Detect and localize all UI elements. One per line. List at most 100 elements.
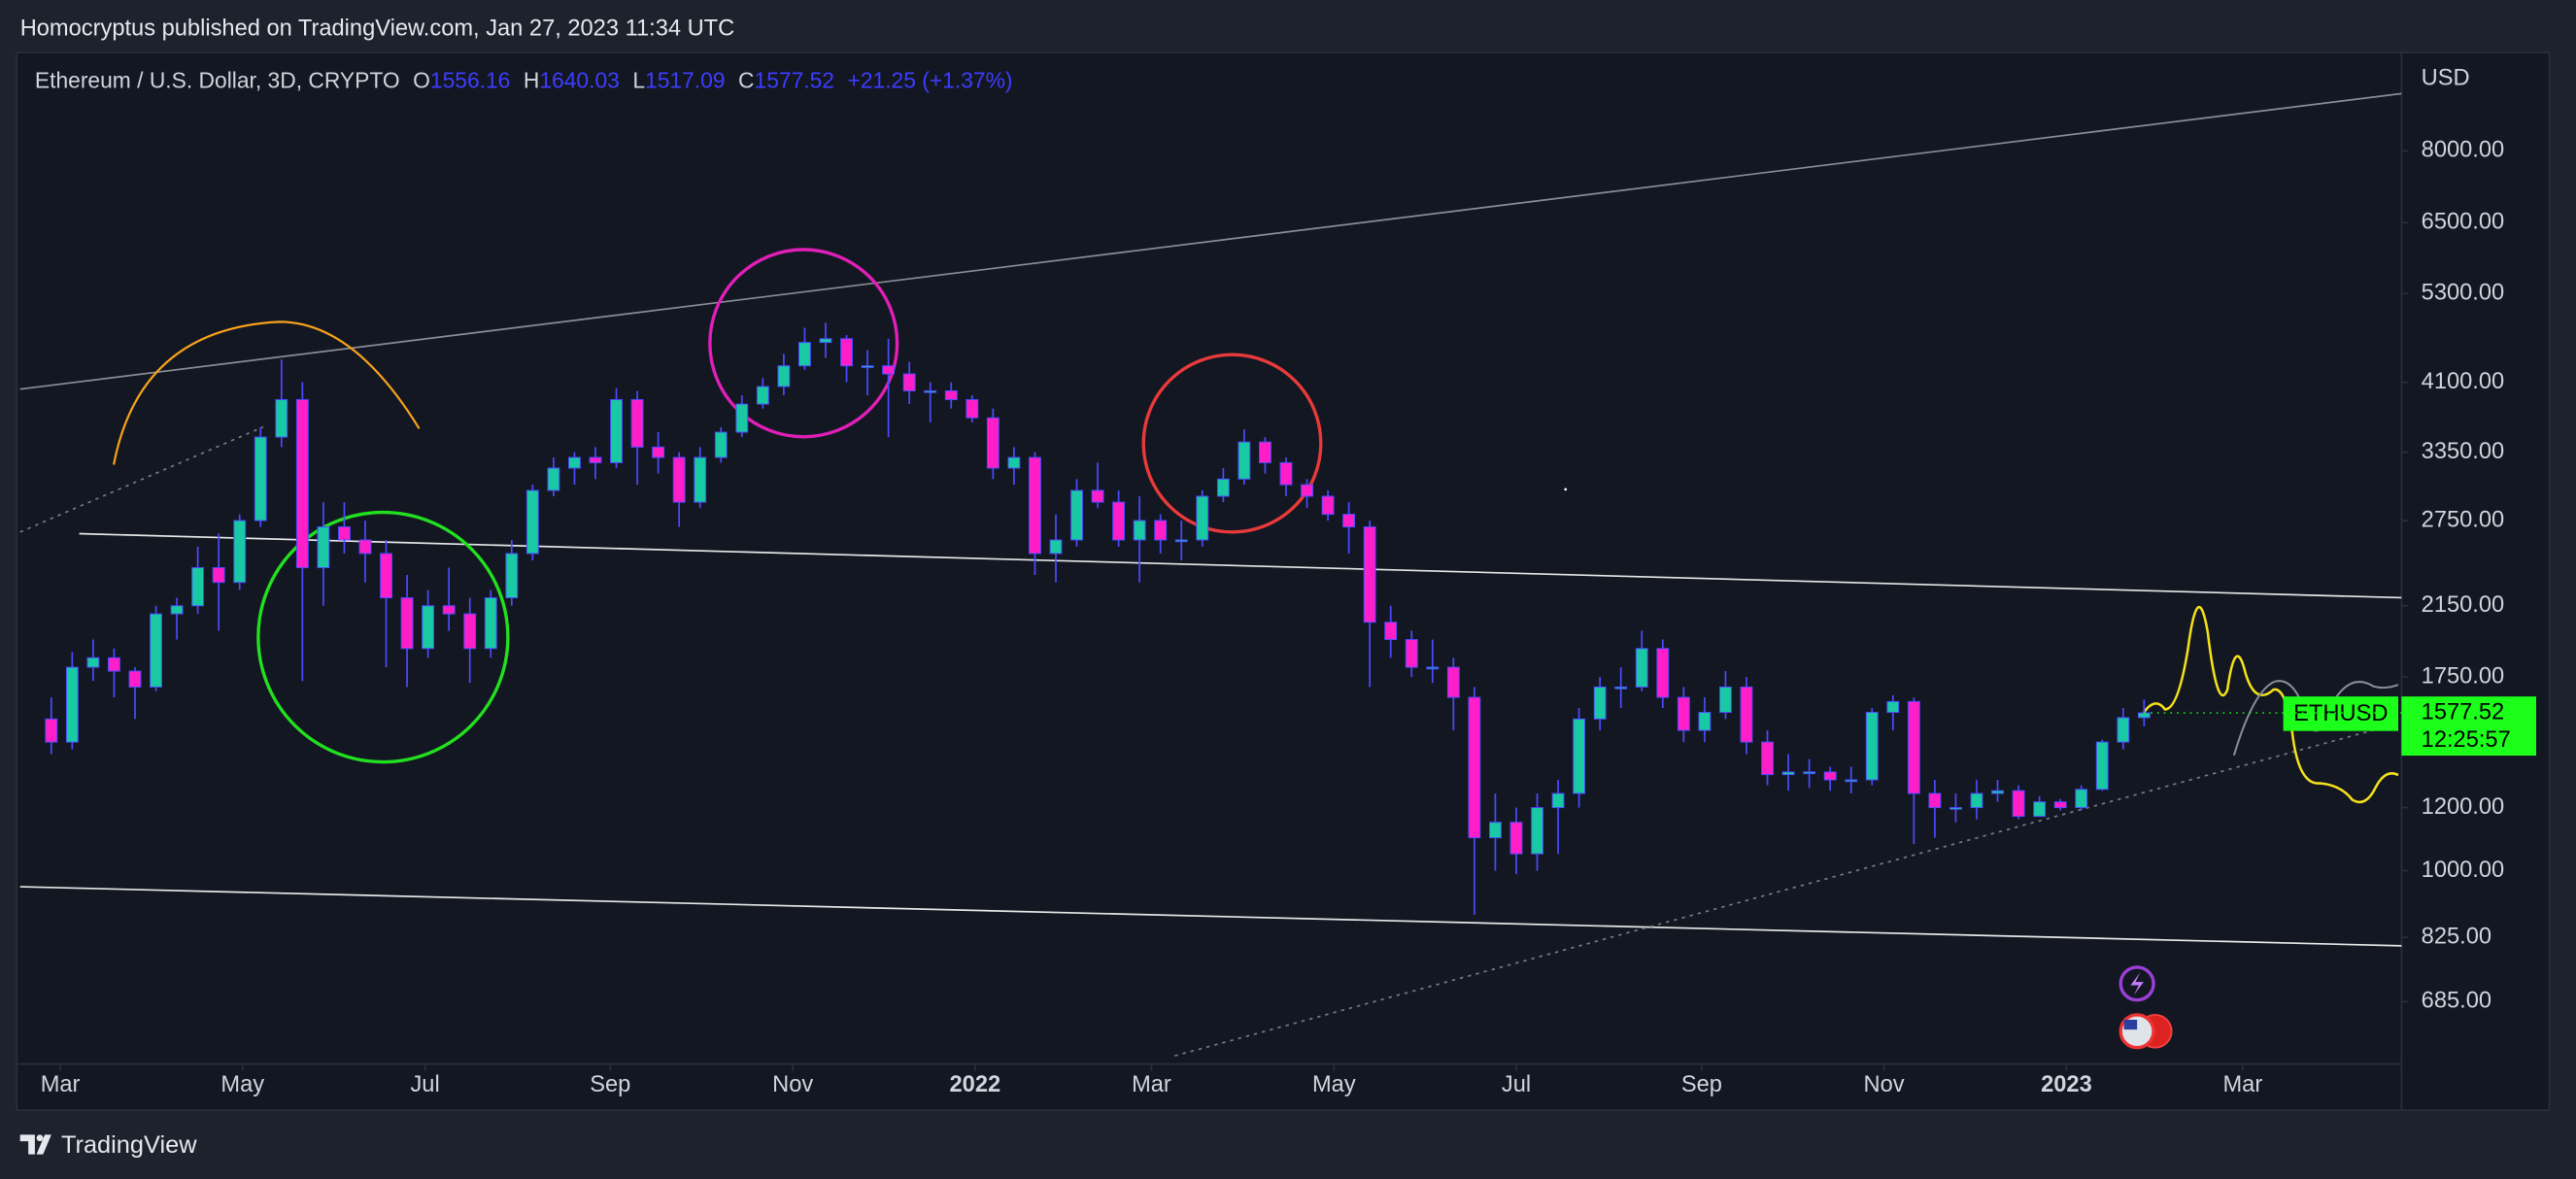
candle-body — [2095, 741, 2109, 791]
candle-body — [484, 597, 497, 650]
candle-body — [275, 398, 288, 438]
y-tick-label: 4100.00 — [2422, 369, 2505, 394]
x-tick-label: Sep — [1681, 1072, 1722, 1097]
x-tick-label: Mar — [1132, 1072, 1171, 1097]
candle-body — [2053, 801, 2067, 809]
low-value: 1517.09 — [645, 68, 725, 93]
candle-body — [1761, 741, 1774, 776]
candle-body — [1216, 478, 1230, 497]
orange-arc — [112, 320, 421, 465]
candle-body — [1970, 792, 1983, 809]
upper-trendline — [19, 92, 2402, 390]
candle-body — [2033, 801, 2047, 818]
ohlc-letter: H — [524, 68, 539, 93]
chart-pane — [16, 51, 2551, 1111]
candle-body — [1928, 792, 1942, 809]
candle-body — [1426, 666, 1440, 670]
candle-body — [714, 431, 728, 458]
countdown-text: 12:25:57 — [2422, 727, 2511, 753]
candle-body — [1133, 520, 1146, 541]
green-circle — [256, 510, 510, 764]
candle-body — [525, 489, 539, 555]
candle-body — [1531, 807, 1543, 855]
candle-body — [1196, 495, 1209, 541]
candle-body — [986, 417, 1000, 469]
x-tick-label: May — [1312, 1072, 1356, 1097]
candle-body — [630, 398, 644, 448]
candle-body — [1321, 495, 1335, 516]
candle-body — [1551, 792, 1565, 809]
candle-body — [170, 605, 184, 615]
dotted-support-line — [1174, 722, 2402, 1058]
candle-body — [128, 670, 142, 688]
y-tick-label: 1000.00 — [2422, 858, 2505, 883]
candle-body — [1174, 539, 1188, 543]
candle-body — [1237, 441, 1251, 480]
dot — [1564, 488, 1568, 491]
candle-body — [254, 436, 267, 522]
last-price-tag — [2401, 696, 2537, 757]
candle-body — [944, 389, 958, 400]
symbol-tag — [2283, 696, 2398, 731]
y-tick-label: 1200.00 — [2422, 794, 2505, 820]
candle-body — [1719, 686, 1732, 714]
candle-body — [358, 539, 372, 555]
y-tick-label: 685.00 — [2422, 989, 2491, 1014]
candle-body — [1154, 520, 1168, 541]
candle-body — [2137, 712, 2151, 719]
y-tick-label: 6500.00 — [2422, 210, 2505, 235]
legend-line: Ethereum / U.S. Dollar, 3D, CRYPTO O1556.… — [35, 68, 1013, 93]
candle-body — [1573, 718, 1586, 794]
candle-body — [1091, 489, 1104, 503]
candle-body — [2117, 717, 2130, 743]
candle-body — [1112, 501, 1126, 541]
flag-icon — [2118, 1013, 2155, 1050]
candle-body — [902, 373, 916, 391]
candle-body — [1803, 771, 1816, 775]
open-value: 1556.16 — [430, 68, 510, 93]
candle-body — [295, 398, 309, 569]
candle-body — [1740, 686, 1753, 743]
candle-body — [1363, 526, 1376, 623]
candle-body — [1384, 622, 1398, 641]
candle-body — [1279, 461, 1293, 486]
candle-body — [1070, 489, 1083, 541]
drawings — [19, 92, 2402, 1058]
event-icons — [2118, 965, 2173, 1050]
candle-body — [1007, 456, 1021, 469]
candle-body — [233, 520, 247, 584]
logo-dot — [36, 1134, 44, 1142]
candle-body — [1635, 648, 1648, 688]
symbol-tag-text: ETHUSD — [2293, 701, 2388, 726]
candle-body — [1593, 686, 1607, 720]
candle-body — [924, 389, 937, 393]
dotted-trendline — [19, 425, 264, 533]
x-tick-label: 2023 — [2041, 1072, 2092, 1097]
last-price-text: 1577.52 — [2422, 699, 2505, 724]
x-tick-label: Mar — [41, 1072, 81, 1097]
candle-body — [735, 403, 749, 433]
yellow-projection — [2142, 605, 2399, 804]
ohlc-letter: O — [413, 68, 430, 93]
candle-body — [1301, 484, 1313, 497]
candle-body — [2075, 789, 2088, 809]
candle-body — [1949, 807, 1962, 810]
candle-body — [1342, 514, 1356, 528]
candle-body — [505, 553, 519, 599]
candle-body — [317, 526, 330, 569]
candle-body — [463, 613, 477, 650]
x-tick-label: Jul — [410, 1072, 439, 1097]
candle-body — [1845, 779, 1858, 783]
candle-body — [547, 467, 560, 491]
red-circle — [1141, 353, 1323, 534]
x-tick-label: Mar — [2222, 1072, 2262, 1097]
y-tick-label: 2150.00 — [2422, 592, 2505, 618]
candle-body — [1991, 790, 2004, 794]
y-tick-label: 5300.00 — [2422, 280, 2505, 305]
candle-body — [1468, 696, 1481, 839]
candle-body — [1677, 696, 1690, 731]
candle-body — [1446, 666, 1460, 698]
candle-body — [338, 526, 351, 541]
last-price-marker: ETHUSD 1577.52 12:25:57 — [2283, 696, 2537, 757]
y-tick-label: 3350.00 — [2422, 439, 2505, 464]
